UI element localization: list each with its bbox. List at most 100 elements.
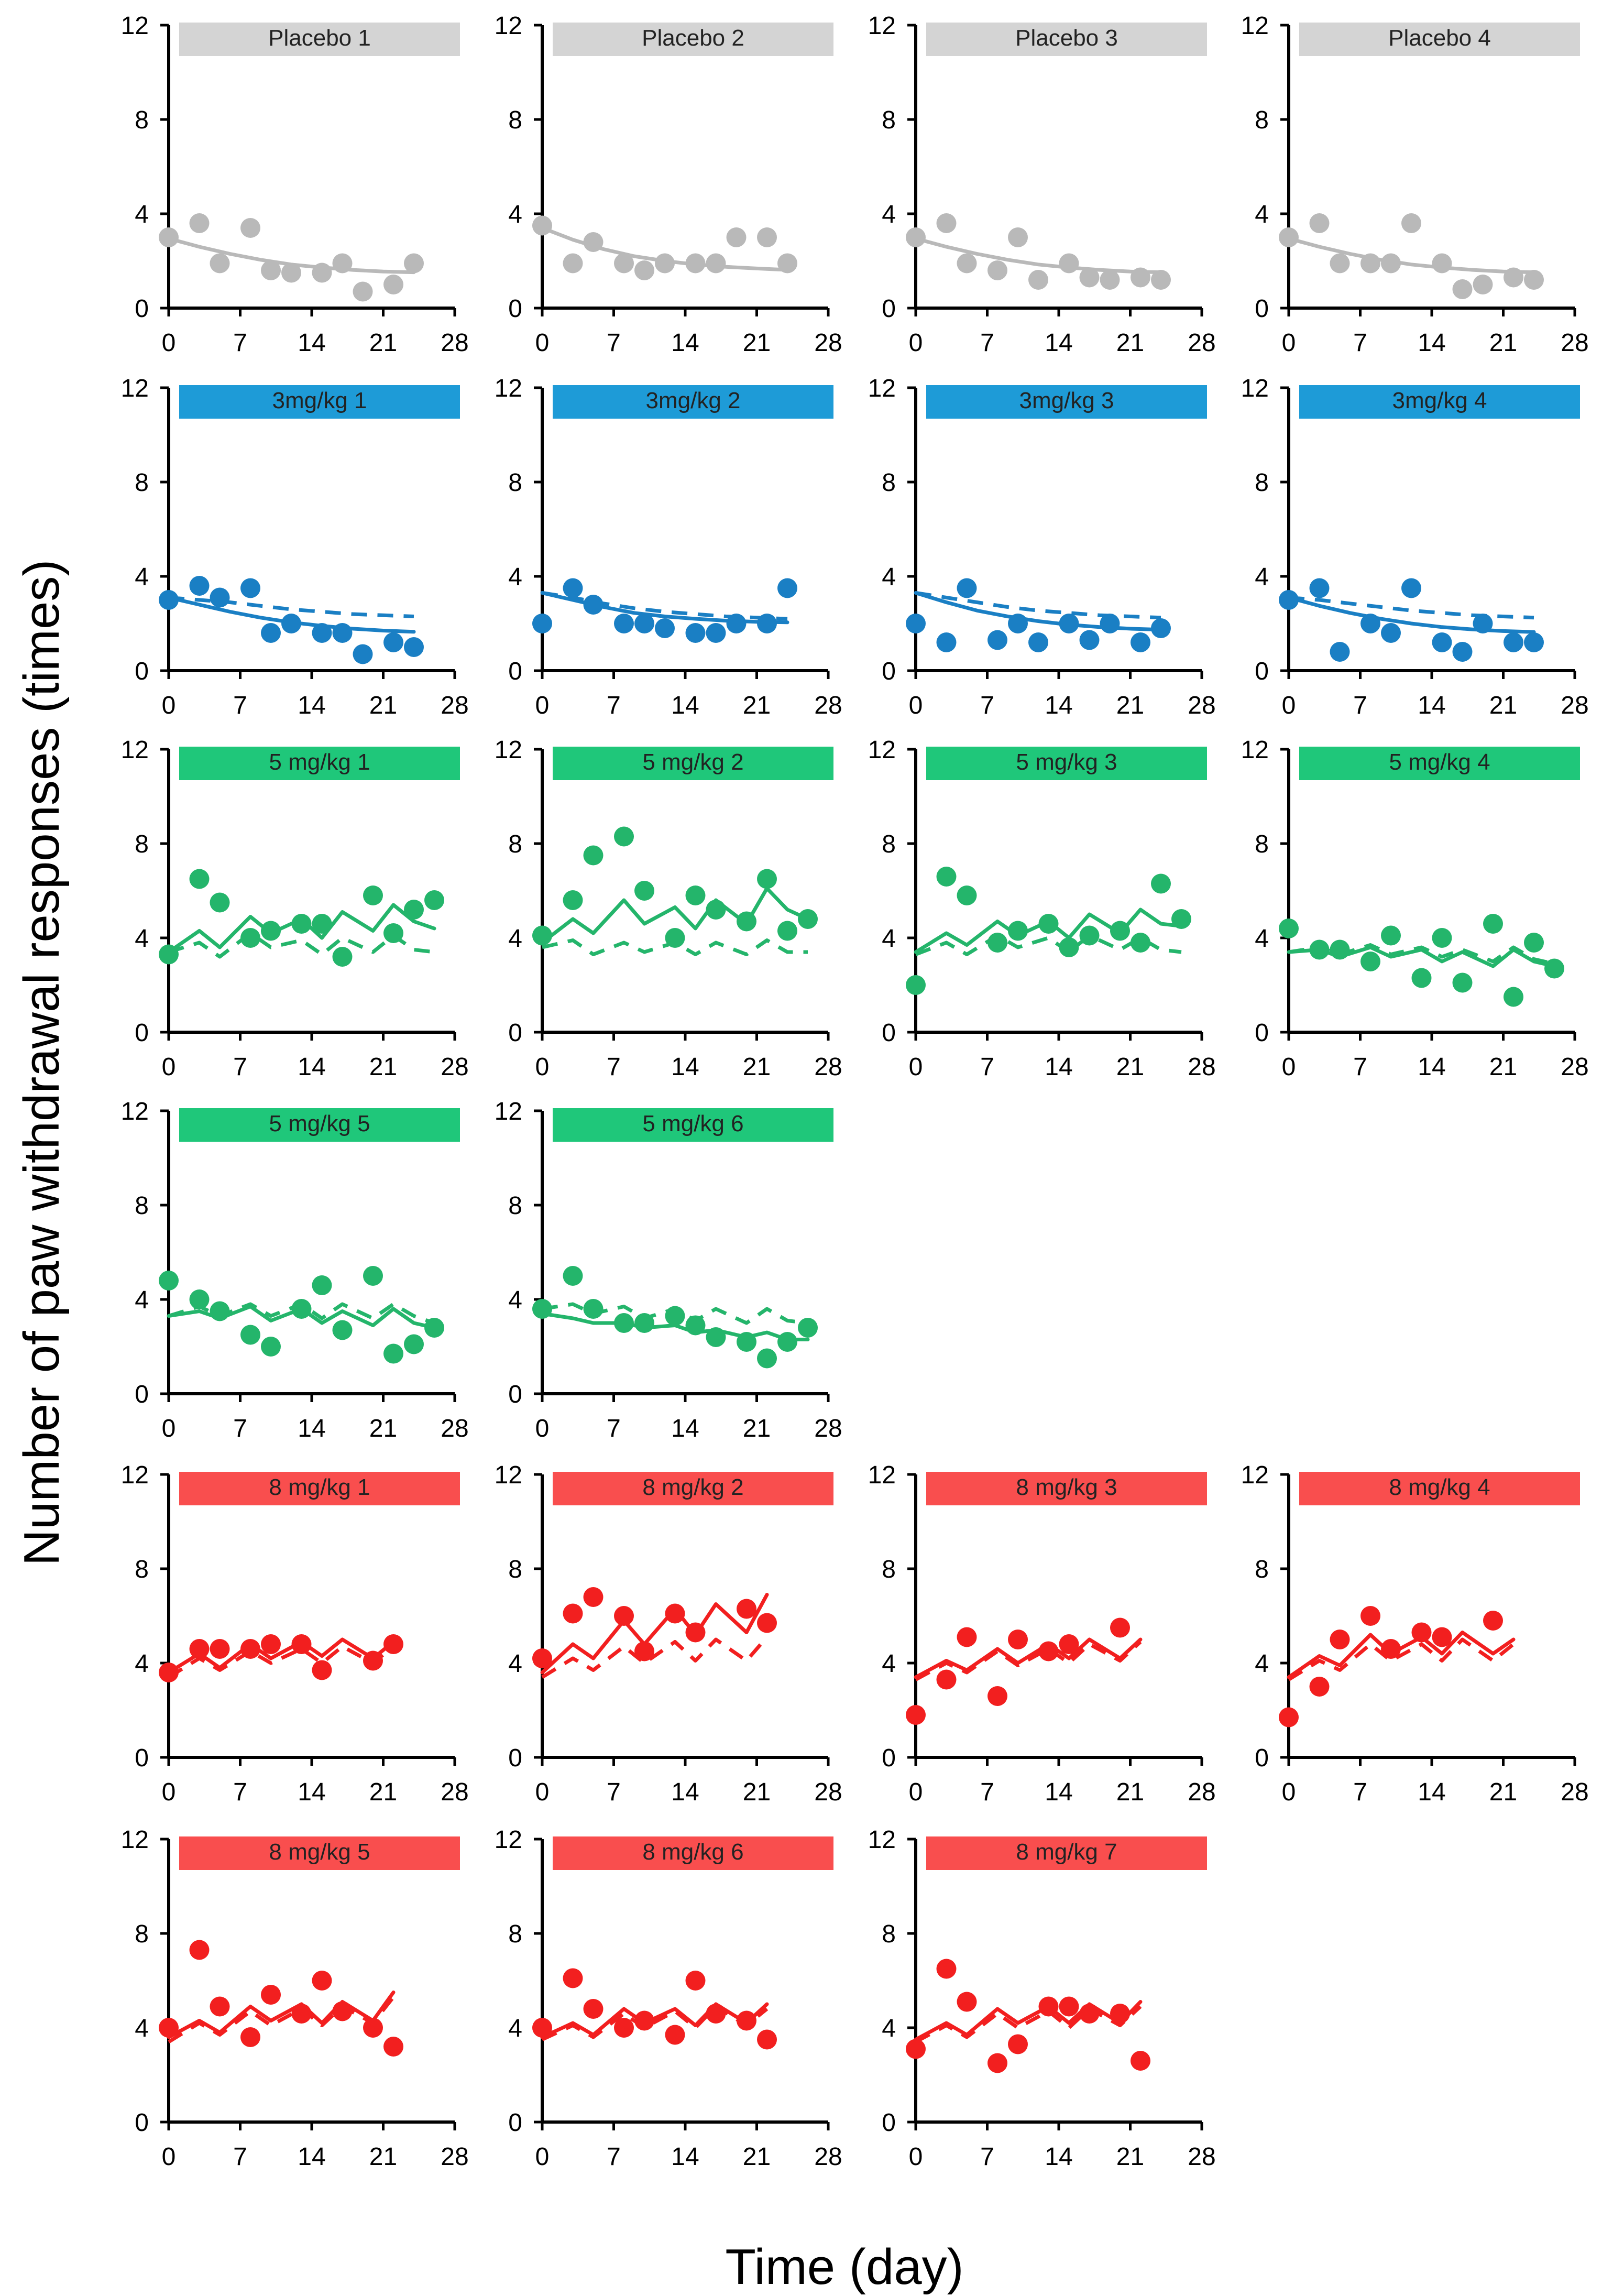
- data-point: [332, 2001, 353, 2021]
- data-point: [706, 2004, 726, 2024]
- panel-title: 5 mg/kg 5: [269, 1111, 370, 1136]
- x-tick-label: 21: [1489, 1053, 1517, 1081]
- data-point: [987, 933, 1007, 953]
- data-point: [1038, 1641, 1059, 1661]
- panel-title: 8 mg/kg 4: [1389, 1474, 1490, 1500]
- data-point: [404, 900, 424, 920]
- data-point: [936, 632, 957, 652]
- x-tick-label: 14: [1418, 692, 1445, 719]
- data-point: [987, 1686, 1007, 1706]
- x-tick-label: 14: [671, 329, 699, 357]
- data-point: [757, 1613, 777, 1633]
- y-tick-label: 12: [495, 1826, 522, 1854]
- data-point: [404, 1334, 424, 1354]
- x-tick-label: 7: [233, 692, 247, 719]
- data-point: [936, 867, 957, 887]
- panel-1: Placebo 1 0 4 8 12 0 7 14 21 28: [121, 12, 469, 357]
- x-tick-label: 14: [1045, 1778, 1072, 1806]
- data-point: [583, 595, 604, 615]
- x-tick-label: 28: [814, 2143, 842, 2171]
- y-tick-label: 4: [1255, 1650, 1269, 1678]
- panel-10: 5 mg/kg 2 0 4 8 12 0 7 14 21 28: [495, 736, 842, 1081]
- x-tick-label: 0: [909, 1778, 923, 1806]
- x-tick-label: 0: [162, 1053, 176, 1081]
- data-point: [1411, 1622, 1432, 1643]
- y-tick-label: 4: [135, 563, 149, 591]
- y-tick-label: 4: [882, 2015, 896, 2042]
- y-tick-label: 12: [121, 1826, 149, 1854]
- x-tick-label: 28: [441, 1053, 468, 1081]
- y-tick-label: 12: [495, 1098, 522, 1125]
- data-point: [424, 890, 444, 910]
- data-point: [383, 2037, 403, 2057]
- x-tick-label: 0: [535, 1415, 550, 1442]
- data-point: [532, 614, 552, 633]
- data-point: [210, 1639, 230, 1659]
- data-point: [261, 1985, 281, 2005]
- solid-fit-line: [914, 2000, 1143, 2041]
- y-tick-label: 12: [1241, 1461, 1269, 1489]
- solid-fit-line: [914, 908, 1183, 954]
- y-tick-label: 4: [1255, 201, 1269, 228]
- panel-5: 3mg/kg 1 0 4 8 12 0 7 14 21 28: [121, 375, 469, 719]
- data-point: [706, 623, 726, 643]
- panel-12: 5 mg/kg 4 0 4 8 12 0 7 14 21 28: [1241, 736, 1589, 1081]
- data-point: [261, 1634, 281, 1654]
- x-tick-label: 0: [535, 692, 550, 719]
- data-point: [1110, 1617, 1130, 1638]
- panel-title: 8 mg/kg 2: [642, 1474, 743, 1500]
- y-tick-label: 12: [121, 1098, 149, 1125]
- y-tick-label: 12: [1241, 736, 1269, 764]
- data-point: [614, 1606, 634, 1626]
- x-tick-label: 0: [162, 329, 176, 357]
- data-point: [1360, 614, 1380, 633]
- data-point: [798, 1318, 818, 1338]
- data-point: [240, 1639, 260, 1659]
- data-point: [1309, 213, 1330, 233]
- data-point: [706, 253, 726, 274]
- y-tick-label: 4: [135, 201, 149, 228]
- y-tick-label: 8: [882, 469, 896, 497]
- data-point: [404, 253, 424, 274]
- data-point: [383, 1343, 403, 1364]
- dashed-fit-line: [542, 591, 788, 621]
- x-tick-label: 7: [980, 1778, 994, 1806]
- x-tick-label: 7: [1353, 1778, 1367, 1806]
- data-point: [1100, 614, 1120, 633]
- solid-fit-line: [914, 1637, 1143, 1679]
- x-tick-label: 21: [369, 2143, 397, 2171]
- data-point: [312, 914, 332, 934]
- data-point: [1381, 253, 1401, 274]
- panel-title: 3mg/kg 1: [272, 388, 367, 413]
- data-point: [957, 578, 977, 598]
- panel-title-banner: [179, 1836, 460, 1870]
- data-point: [957, 1992, 977, 2012]
- y-tick-label: 8: [135, 1920, 149, 1948]
- x-tick-label: 21: [743, 1778, 771, 1806]
- panel-title: 5 mg/kg 1: [269, 749, 370, 775]
- data-point: [706, 1327, 726, 1347]
- data-point: [665, 1603, 685, 1624]
- panel-title: Placebo 1: [268, 25, 371, 51]
- panel-title: 3mg/kg 3: [1019, 388, 1114, 413]
- data-point: [291, 914, 312, 934]
- y-tick-label: 0: [508, 2109, 522, 2137]
- data-point: [1171, 909, 1191, 929]
- data-point: [1110, 2004, 1130, 2024]
- x-tick-label: 7: [980, 329, 994, 357]
- x-tick-label: 14: [298, 1778, 325, 1806]
- x-tick-label: 21: [369, 329, 397, 357]
- data-point: [1401, 578, 1421, 598]
- y-tick-label: 4: [135, 925, 149, 953]
- panel-20: 8 mg/kg 6 0 4 8 12 0 7 14 21 28: [495, 1826, 842, 2171]
- panel-title: 8 mg/kg 7: [1016, 1839, 1117, 1865]
- solid-fit-line: [914, 591, 1163, 632]
- y-tick-label: 12: [1241, 12, 1269, 40]
- data-point: [1079, 2004, 1100, 2024]
- y-tick-label: 0: [882, 658, 896, 685]
- data-point: [634, 1641, 654, 1661]
- data-point: [614, 614, 634, 633]
- panel-16: 8 mg/kg 2 0 4 8 12 0 7 14 21 28: [495, 1461, 842, 1806]
- x-tick-label: 14: [1418, 329, 1445, 357]
- y-tick-label: 4: [882, 1650, 896, 1678]
